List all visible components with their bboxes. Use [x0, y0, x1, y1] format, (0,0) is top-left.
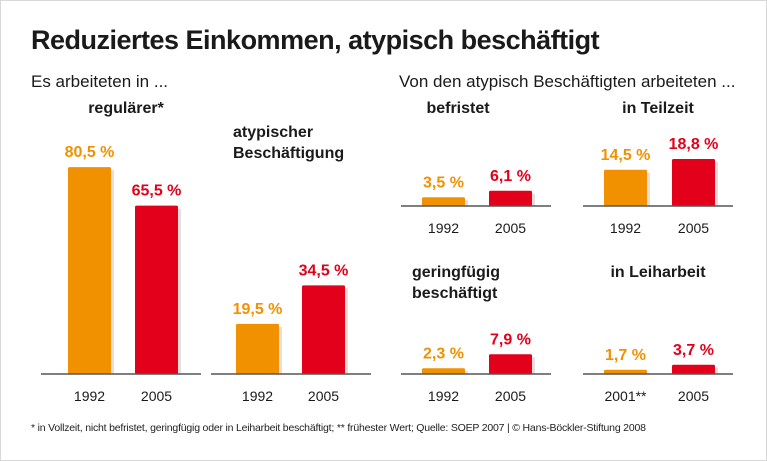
x-tick-label: 1992	[428, 388, 459, 404]
x-tick-label: 1992	[242, 388, 273, 404]
bar-1992	[604, 169, 647, 206]
panel-title: atypischer	[233, 124, 313, 141]
x-tick-label: 2001**	[604, 388, 647, 404]
section-left-heading: Es arbeiteten in ...	[31, 72, 169, 91]
data-label: 14,5 %	[601, 147, 651, 164]
bar-2005	[489, 354, 532, 374]
data-label: 65,5 %	[132, 183, 182, 200]
bar-2005	[135, 205, 178, 374]
x-tick-label: 2005	[678, 388, 709, 404]
x-tick-label: 2005	[308, 388, 339, 404]
section-right-heading: Von den atypisch Beschäftigten arbeitete…	[399, 72, 736, 91]
data-label: 6,1 %	[490, 168, 531, 185]
bar-1992	[236, 323, 279, 374]
panel-title: befristet	[426, 100, 490, 117]
bar-1992	[68, 167, 111, 374]
bar-1992	[422, 197, 465, 206]
panel-title: in Teilzeit	[622, 100, 694, 117]
panel-title: geringfügig	[412, 264, 500, 281]
data-label: 80,5 %	[65, 144, 115, 161]
data-label: 18,8 %	[669, 136, 719, 153]
bar-2005	[672, 364, 715, 374]
bar-2005	[672, 159, 715, 206]
bar-2005	[302, 285, 345, 374]
data-label: 7,9 %	[490, 331, 531, 348]
x-tick-label: 2005	[495, 388, 526, 404]
x-tick-label: 2005	[495, 220, 526, 236]
x-tick-label: 2005	[141, 388, 172, 404]
x-tick-label: 1992	[74, 388, 105, 404]
data-label: 3,5 %	[423, 174, 464, 191]
bar-2001**	[604, 369, 647, 374]
data-label: 2,3 %	[423, 345, 464, 362]
data-label: 1,7 %	[605, 347, 646, 364]
bar-2005	[489, 190, 532, 206]
bar-1992	[422, 368, 465, 374]
x-tick-label: 1992	[428, 220, 459, 236]
panel-title: regulärer*	[88, 100, 164, 117]
data-label: 34,5 %	[299, 262, 349, 279]
data-label: 19,5 %	[233, 301, 283, 318]
panel-title: Beschäftigung	[233, 145, 344, 162]
x-tick-label: 1992	[610, 220, 641, 236]
x-tick-label: 2005	[678, 220, 709, 236]
page-title: Reduziertes Einkommen, atypisch beschäft…	[31, 25, 600, 55]
data-label: 3,7 %	[673, 342, 714, 359]
footnote: * in Vollzeit, nicht befristet, geringfü…	[31, 422, 646, 434]
panel-title: in Leiharbeit	[610, 264, 706, 281]
panel-title: beschäftigt	[412, 285, 498, 302]
